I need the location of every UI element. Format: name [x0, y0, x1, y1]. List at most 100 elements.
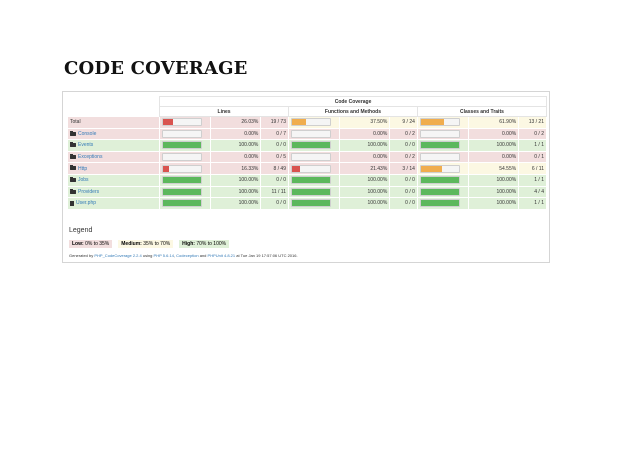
- page-title: CODE COVERAGE: [64, 58, 248, 79]
- functions-bar-cell: [288, 139, 340, 152]
- phpunit-link[interactable]: PHPUnit 4.8.21: [207, 253, 236, 258]
- lines-bar-cell: [159, 127, 211, 141]
- lines-percent: 100.00%: [209, 173, 262, 187]
- generator-footer: Generated by PHP_CodeCoverage 2.2.4 usin…: [69, 253, 298, 258]
- row-name-cell[interactable]: Jobs: [66, 173, 161, 187]
- legend-title: Legend: [69, 227, 93, 234]
- classes-percent: 54.55%: [467, 162, 520, 175]
- item-link[interactable]: Console: [78, 130, 97, 137]
- item-link[interactable]: Providers: [78, 188, 100, 195]
- item-link[interactable]: Http: [78, 165, 88, 172]
- lines-count: 0 / 0: [260, 173, 289, 187]
- legend-low-tag: Low:: [72, 241, 84, 247]
- functions-percent: 0.00%: [338, 150, 391, 164]
- functions-count: 0 / 2: [389, 127, 418, 141]
- codeception-link[interactable]: Codeception: [176, 253, 199, 258]
- classes-count: 13 / 21: [518, 116, 547, 129]
- functions-progress-bar: [291, 164, 331, 173]
- classes-progress-fill: [420, 200, 459, 207]
- classes-progress-fill: [420, 165, 442, 172]
- classes-count: 1 / 1: [518, 139, 547, 152]
- lines-percent: 100.00%: [209, 185, 262, 199]
- classes-percent: 100.00%: [467, 139, 520, 152]
- functions-count: 0 / 0: [389, 197, 418, 210]
- functions-count: 9 / 24: [389, 116, 418, 129]
- footer-text: using: [141, 253, 154, 258]
- classes-bar-cell: [416, 116, 469, 129]
- functions-percent: 0.00%: [338, 127, 391, 141]
- functions-count: 0 / 2: [389, 150, 418, 164]
- classes-progress-bar: [419, 164, 460, 173]
- lines-percent: 0.00%: [209, 150, 262, 164]
- classes-progress-bar: [419, 199, 460, 208]
- lines-bar-cell: [159, 150, 211, 164]
- classes-bar-cell: [416, 173, 469, 187]
- row-name-cell[interactable]: Providers: [66, 185, 161, 199]
- lines-progress-bar: [162, 118, 203, 127]
- classes-percent: 100.00%: [467, 185, 520, 199]
- functions-progress-fill: [292, 142, 330, 149]
- footer-text: at Tue Jan 19 17:57:06 UTC 2016.: [235, 253, 298, 258]
- lines-progress-bar: [162, 141, 203, 150]
- functions-percent: 37.50%: [338, 116, 391, 129]
- functions-bar-cell: [288, 162, 340, 175]
- item-link[interactable]: Events: [78, 142, 94, 149]
- functions-bar-cell: [288, 173, 340, 187]
- item-link[interactable]: Jobs: [78, 177, 89, 184]
- coverage-rows: Total 26.03% 19 / 73 37.50% 9 / 24 61.90% 13 /…: [66, 116, 547, 210]
- folder-icon: [70, 153, 76, 159]
- lines-column-header: Lines: [159, 106, 289, 117]
- lines-progress-fill: [163, 200, 202, 207]
- functions-progress-fill: [292, 119, 307, 126]
- functions-count: 0 / 0: [389, 185, 418, 199]
- lines-progress-fill: [163, 119, 173, 126]
- classes-percent: 100.00%: [467, 173, 520, 187]
- lines-bar-cell: [159, 173, 211, 187]
- classes-count: 4 / 4: [518, 185, 547, 199]
- functions-progress-bar: [291, 187, 331, 196]
- classes-bar-cell: [416, 139, 469, 152]
- php-codecoverage-link[interactable]: PHP_CodeCoverage 2.2.4: [94, 253, 142, 258]
- row-name-cell[interactable]: Events: [66, 139, 161, 152]
- classes-count: 0 / 1: [518, 150, 547, 164]
- php-link[interactable]: PHP 5.6.14: [153, 253, 174, 258]
- row-name-cell: Total: [66, 116, 161, 129]
- lines-count: 11 / 11: [260, 185, 289, 199]
- folder-icon: [70, 176, 76, 182]
- functions-count: 3 / 14: [389, 162, 418, 175]
- table-row: Console 0.00% 0 / 7 0.00% 0 / 2 0.00% 0 / 2: [66, 127, 547, 141]
- classes-bar-cell: [416, 127, 469, 141]
- legend-low: Low: 0% to 35%: [69, 240, 113, 248]
- functions-progress-fill: [292, 188, 330, 195]
- lines-percent: 0.00%: [209, 127, 262, 141]
- classes-bar-cell: [416, 162, 469, 175]
- classes-count: 1 / 1: [518, 197, 547, 210]
- classes-percent: 0.00%: [467, 150, 520, 164]
- folder-icon: [70, 142, 76, 148]
- header-spacer: [67, 96, 161, 107]
- lines-percent: 100.00%: [209, 139, 262, 152]
- functions-count: 0 / 0: [389, 139, 418, 152]
- lines-bar-cell: [159, 116, 211, 129]
- classes-count: 1 / 1: [518, 173, 547, 187]
- row-name-cell[interactable]: User.php: [66, 197, 161, 210]
- functions-progress-fill: [292, 200, 330, 207]
- classes-progress-bar: [419, 187, 460, 196]
- item-link[interactable]: User.php: [76, 200, 97, 207]
- row-name-cell[interactable]: Console: [66, 127, 161, 141]
- lines-progress-bar: [162, 153, 203, 162]
- row-name-cell[interactable]: Exceptions: [66, 150, 161, 164]
- classes-count: 0 / 2: [518, 127, 547, 141]
- item-link[interactable]: Exceptions: [78, 154, 103, 161]
- legend-high: High: 70% to 100%: [179, 240, 230, 248]
- functions-percent: 21.43%: [338, 162, 391, 175]
- functions-percent: 100.00%: [338, 139, 391, 152]
- classes-percent: 0.00%: [467, 127, 520, 141]
- coverage-group-header: Code Coverage: [159, 96, 547, 107]
- table-row: Exceptions 0.00% 0 / 5 0.00% 0 / 2 0.00% 0 / 1: [66, 150, 547, 164]
- legend: Low: 0% to 35% Medium: 35% to 70% High: …: [69, 240, 230, 248]
- row-name-cell[interactable]: Http: [66, 162, 161, 175]
- lines-count: 0 / 5: [260, 150, 289, 164]
- legend-medium-range: 35% to 70%: [143, 241, 171, 247]
- lines-progress-bar: [162, 164, 203, 173]
